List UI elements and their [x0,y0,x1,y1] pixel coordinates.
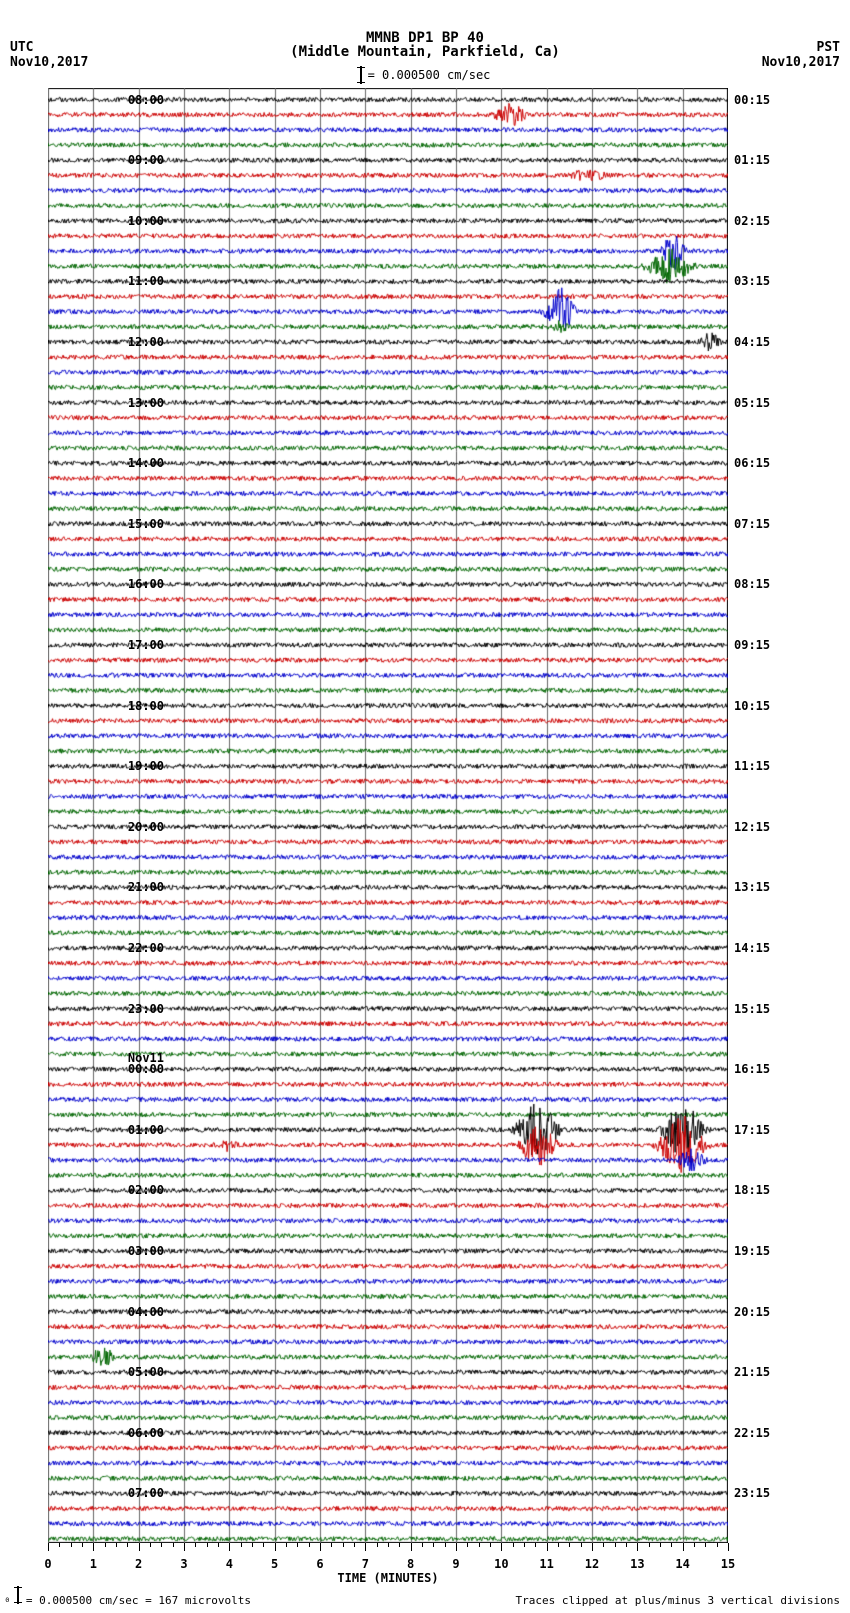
x-tick-14: 14 [675,1557,689,1571]
pst-label-11:15: 11:15 [734,759,770,773]
tz-right-name: PST [762,40,840,55]
utc-label-14:00: 14:00 [128,456,164,470]
pst-label-21:15: 21:15 [734,1365,770,1379]
pst-label-20:15: 20:15 [734,1305,770,1319]
seismogram-canvas [48,88,728,1543]
pst-label-17:15: 17:15 [734,1123,770,1137]
utc-label-21:00: 21:00 [128,880,164,894]
utc-label-18:00: 18:00 [128,699,164,713]
x-tick-15: 15 [721,1557,735,1571]
utc-label-05:00: 05:00 [128,1365,164,1379]
utc-label-10:00: 10:00 [128,214,164,228]
pst-label-06:15: 06:15 [734,456,770,470]
utc-label-22:00: 22:00 [128,941,164,955]
x-tick-2: 2 [135,1557,142,1571]
pst-label-22:15: 22:15 [734,1426,770,1440]
x-axis-label: TIME (MINUTES) [48,1571,728,1585]
pst-label-18:15: 18:15 [734,1183,770,1197]
utc-label-16:00: 16:00 [128,577,164,591]
pst-label-08:15: 08:15 [734,577,770,591]
x-tick-0: 0 [44,1557,51,1571]
utc-label-01:00: 01:00 [128,1123,164,1137]
pst-label-03:15: 03:15 [734,274,770,288]
pst-label-16:15: 16:15 [734,1062,770,1076]
footer-scale-bar-icon [17,1586,19,1604]
pst-label-15:15: 15:15 [734,1002,770,1016]
pst-label-02:15: 02:15 [734,214,770,228]
utc-label-08:00: 08:00 [128,93,164,107]
timezone-left: UTC Nov10,2017 [10,40,88,70]
pst-label-13:15: 13:15 [734,880,770,894]
x-tick-4: 4 [226,1557,233,1571]
utc-label-12:00: 12:00 [128,335,164,349]
utc-label-19:00: 19:00 [128,759,164,773]
pst-label-05:15: 05:15 [734,396,770,410]
pst-label-14:15: 14:15 [734,941,770,955]
pst-label-10:15: 10:15 [734,699,770,713]
pst-label-19:15: 19:15 [734,1244,770,1258]
x-tick-8: 8 [407,1557,414,1571]
timezone-right: PST Nov10,2017 [762,40,840,70]
utc-label-00:00: 00:00 [128,1062,164,1076]
seismogram-plot [48,88,728,1543]
utc-label-03:00: 03:00 [128,1244,164,1258]
utc-label-15:00: 15:00 [128,517,164,531]
x-tick-11: 11 [539,1557,553,1571]
x-tick-12: 12 [585,1557,599,1571]
utc-label-17:00: 17:00 [128,638,164,652]
pst-label-01:15: 01:15 [734,153,770,167]
tz-right-date: Nov10,2017 [762,55,840,70]
pst-label-04:15: 04:15 [734,335,770,349]
utc-label-07:00: 07:00 [128,1486,164,1500]
x-tick-7: 7 [362,1557,369,1571]
x-tick-5: 5 [271,1557,278,1571]
utc-label-04:00: 04:00 [128,1305,164,1319]
pst-label-00:15: 00:15 [734,93,770,107]
scale-legend: = 0.000500 cm/sec [0,66,850,84]
pst-label-09:15: 09:15 [734,638,770,652]
x-tick-6: 6 [316,1557,323,1571]
pst-label-07:15: 07:15 [734,517,770,531]
utc-label-06:00: 06:00 [128,1426,164,1440]
footer-scale-text: ₀ = 0.000500 cm/sec = 167 microvolts [4,1586,251,1607]
scale-label-text: = 0.000500 cm/sec [368,68,491,82]
scale-bar-icon [360,66,362,84]
footer-left-text: = 0.000500 cm/sec = 167 microvolts [26,1594,251,1607]
utc-label-20:00: 20:00 [128,820,164,834]
utc-label-11:00: 11:00 [128,274,164,288]
tz-left-name: UTC [10,40,88,55]
seismogram-container: MMNB DP1 BP 40 (Middle Mountain, Parkfie… [0,0,850,1613]
pst-label-12:15: 12:15 [734,820,770,834]
pst-label-23:15: 23:15 [734,1486,770,1500]
x-tick-9: 9 [452,1557,459,1571]
x-tick-10: 10 [494,1557,508,1571]
x-tick-1: 1 [90,1557,97,1571]
x-tick-13: 13 [630,1557,644,1571]
x-tick-3: 3 [180,1557,187,1571]
utc-label-23:00: 23:00 [128,1002,164,1016]
utc-label-02:00: 02:00 [128,1183,164,1197]
tz-left-date: Nov10,2017 [10,55,88,70]
utc-label-13:00: 13:00 [128,396,164,410]
utc-label-09:00: 09:00 [128,153,164,167]
station-name: (Middle Mountain, Parkfield, Ca) [0,44,850,60]
footer-clip-text: Traces clipped at plus/minus 3 vertical … [515,1594,840,1607]
